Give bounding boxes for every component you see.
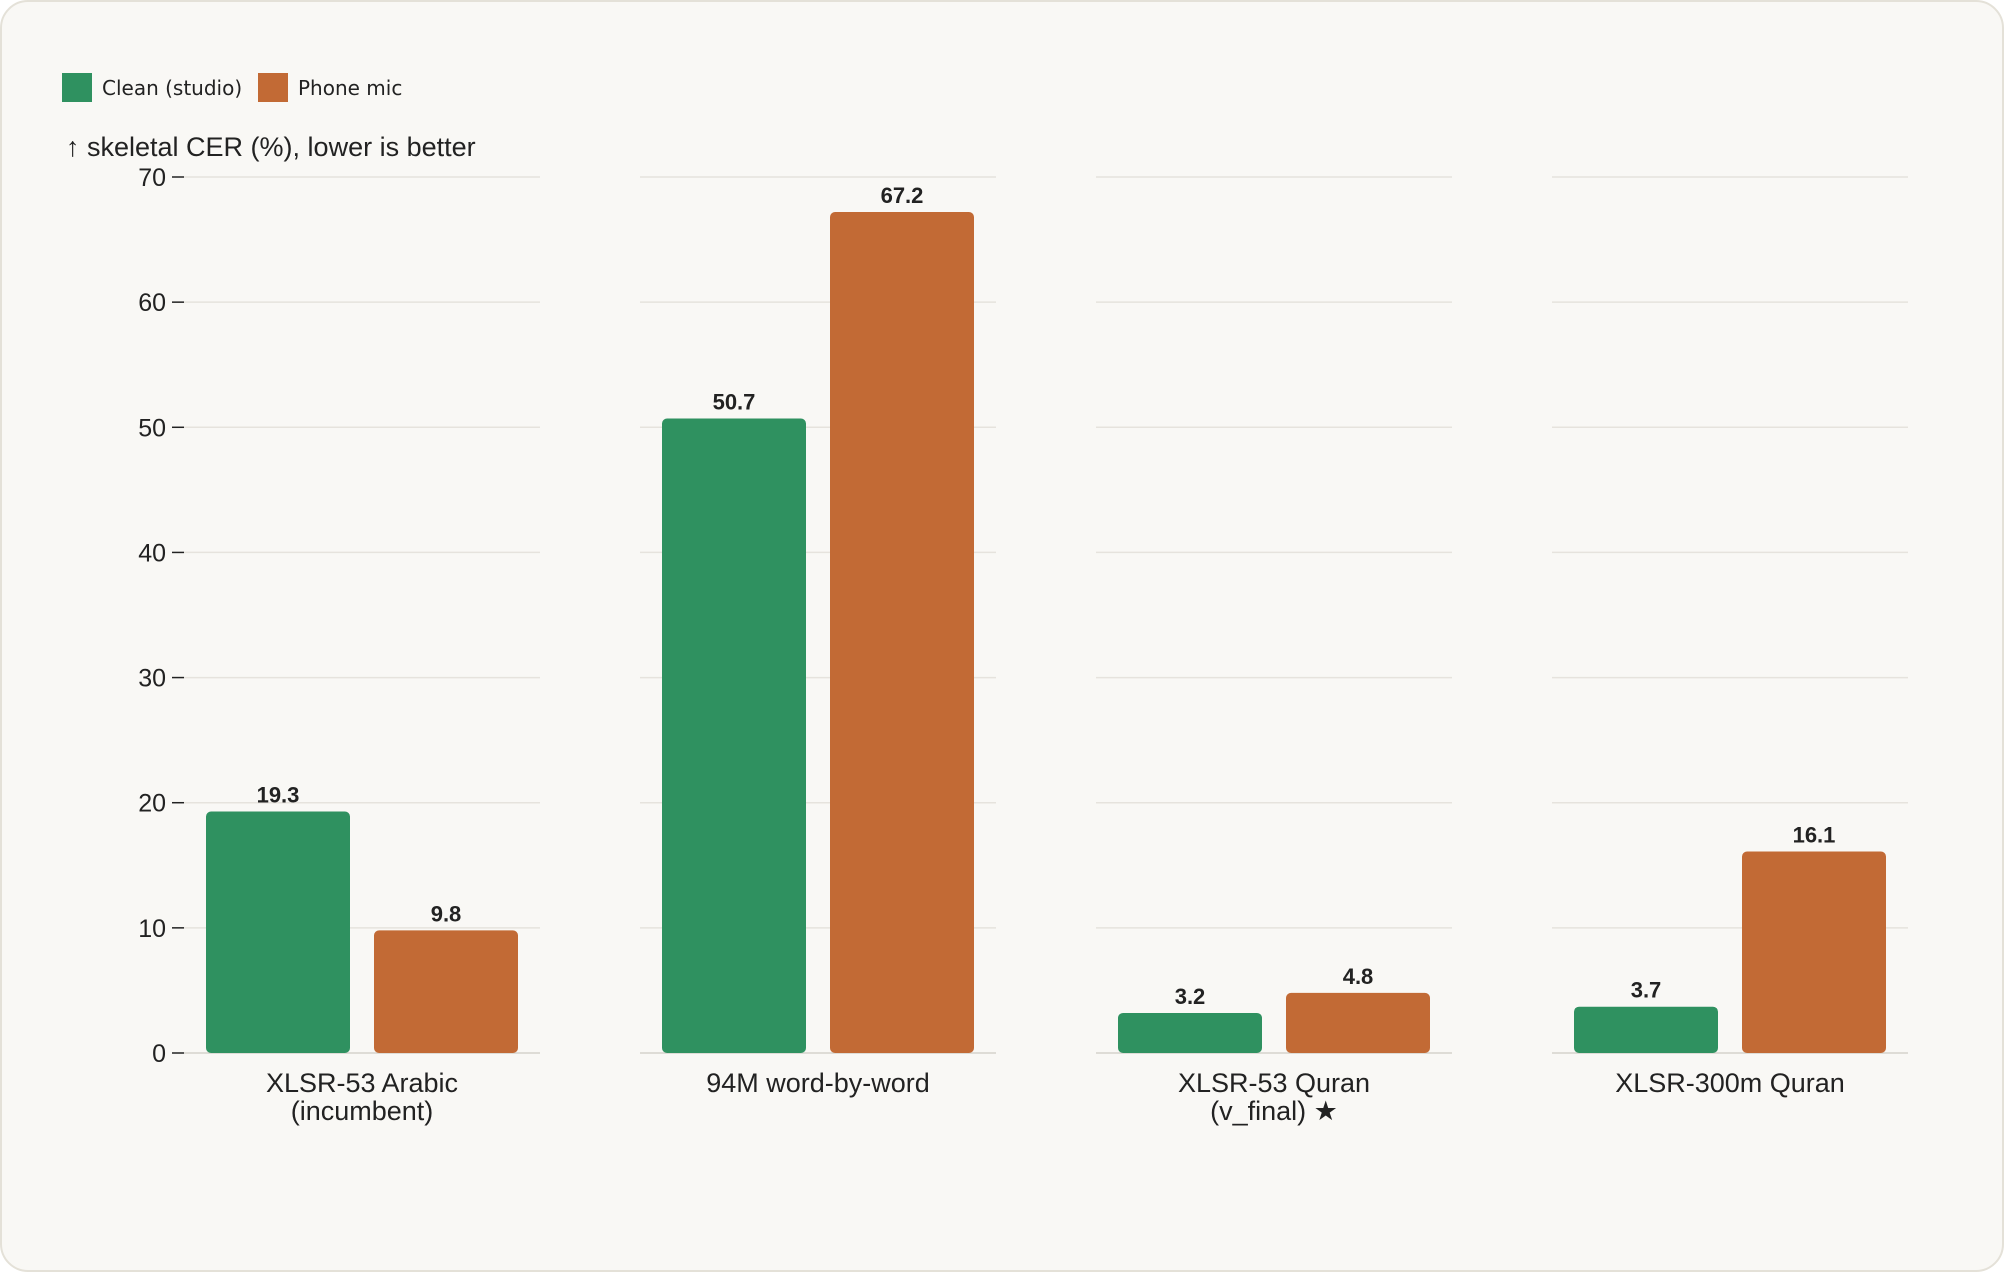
bar [1574,1006,1718,1053]
data-label: 4.8 [1343,964,1374,989]
bars [206,212,1886,1054]
x-tick-label: 94M word-by-word [706,1068,930,1098]
y-axis-title: ↑ skeletal CER (%), lower is better [66,132,476,162]
data-label: 3.7 [1631,978,1662,1003]
bar [662,418,806,1053]
y-tick-label: 70 [138,164,166,192]
legend-label: Phone mic [298,76,402,100]
x-tick-label: XLSR-300m Quran [1615,1068,1845,1098]
y-tick-label: 10 [138,915,166,943]
y-tick-label: 20 [138,790,166,818]
legend-swatch [62,73,92,102]
data-label: 19.3 [257,782,300,807]
x-axis: XLSR-53 Arabic (incumbent) 94M word-by-wor… [266,1068,1845,1126]
data-label: 3.2 [1175,984,1206,1009]
data-label: 9.8 [431,901,462,926]
data-label: 67.2 [881,183,924,208]
y-tick-label: 40 [138,539,166,567]
bar [830,212,974,1054]
bar [1118,1012,1262,1053]
x-tick-label: XLSR-53 Arabic (incumbent) [266,1068,458,1126]
legend: Clean (studio) Phone mic [62,73,402,102]
bar [206,811,350,1053]
bar [1742,851,1886,1053]
data-label: 16.1 [1793,823,1836,848]
y-tick-label: 50 [138,414,166,442]
y-tick-label: 0 [152,1040,166,1068]
y-tick-label: 60 [138,289,166,317]
bar [374,930,518,1053]
y-tick-label: 30 [138,665,166,693]
bar [1286,992,1430,1053]
data-label: 50.7 [713,390,756,415]
y-axis: 0 10 20 30 40 50 60 70 [138,164,184,1068]
data-labels: 19.3 9.8 50.7 67.2 3.2 4.8 3.7 16.1 [257,183,1836,1009]
legend-label: Clean (studio) [102,76,242,100]
x-tick-label: XLSR-53 Quran (v_final) ★ [1178,1068,1370,1126]
legend-swatch [258,73,288,102]
